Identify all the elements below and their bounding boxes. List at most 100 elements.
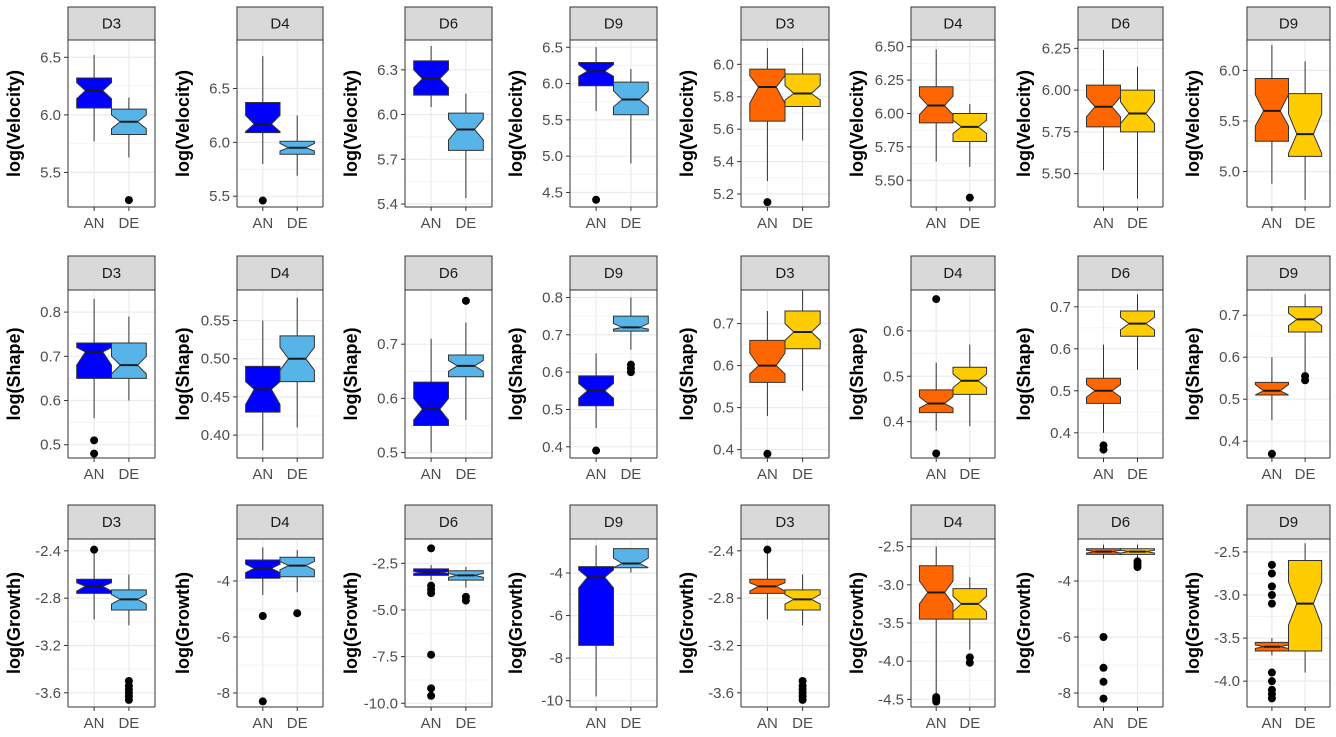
facet-strip-label: D9 [604,265,623,282]
outlier-point [932,697,941,706]
y-axis-title: log(Shape) [677,327,697,420]
box-DE [784,48,821,141]
panel-3-3: D6 -10.0 -7.5 -5.0 -2.5 AN DE log(Growth) [341,504,493,732]
y-tick-label: -4.0 [1214,673,1240,690]
facet-strip [404,504,493,540]
box-DE [111,97,147,205]
box-AN [918,49,954,162]
box-DE [613,297,649,377]
facet-strip [910,6,996,41]
x-tick-label: AN [1261,466,1282,483]
panel-2-7: D6 0.4 0.5 0.6 0.7 AN DE log(Shape) [1014,255,1164,483]
x-tick-label: AN [84,466,105,483]
y-tick-label: 6.0 [542,76,563,93]
outlier-point [293,609,302,618]
y-tick-label: -3.2 [708,637,734,654]
box-AN [578,545,614,697]
panel-1-2: D4 5.5 6.0 6.5 AN DE log(Velocity) [173,6,324,232]
facet-strip-label: D3 [775,265,794,282]
outlier-point [1267,569,1276,578]
box-AN [76,298,112,458]
y-tick-label: 6.0 [40,107,61,124]
outlier-point [258,612,267,620]
panel-3-5: D3 -3.6 -3.2 -2.8 -2.4 AN DE log(Growth) [677,504,830,732]
outlier-point [124,196,133,205]
outlier-point [1267,677,1276,686]
box-DE [448,93,484,199]
box-AN [578,353,614,455]
y-tick-label: 0.50 [201,351,230,368]
notched-box [749,68,786,122]
y-axis-title: log(Velocity) [4,70,24,177]
facet-strip-label: D4 [270,16,289,33]
x-tick-label: DE [118,466,139,483]
x-tick-label: AN [1093,215,1114,232]
outlier-point [932,295,941,304]
y-axis-title: log(Velocity) [1014,70,1034,177]
outlier-point [461,296,470,305]
outlier-point [1099,677,1108,686]
y-axis-title: log(Growth) [4,572,24,674]
outlier-point [258,697,267,706]
x-tick-label: AN [421,715,442,732]
y-tick-label: 5.2 [713,186,734,203]
notched-box [1288,93,1323,157]
panel-3-1: D3 -3.6 -3.2 -2.8 -2.4 AN DE log(Growth) [4,504,156,732]
outlier-point [1099,694,1108,703]
y-tick-label: -2.4 [708,543,734,560]
x-tick-label: AN [84,215,105,232]
box-DE [111,316,147,401]
outlier-point [965,193,974,202]
y-tick-label: -7.5 [372,649,398,666]
outlier-point [124,695,133,704]
facet-strip [1077,255,1164,291]
y-tick-label: 5.4 [713,154,734,171]
y-tick-label: -3.6 [708,685,734,702]
x-tick-label: AN [1261,715,1282,732]
box-DE [279,297,315,428]
facet-strip-label: D6 [1111,265,1130,282]
y-tick-label: 0.7 [40,348,61,365]
facet-strip-label: D3 [102,514,121,531]
facet-strip-label: D9 [604,16,623,33]
outlier-point [763,449,772,458]
panel-1-4: D9 4.5 5.0 5.5 6.0 6.5 AN DE log(Velocity) [506,6,658,232]
y-tick-label: 5.7 [377,151,398,168]
outlier-point [592,446,601,455]
y-tick-label: -2.5 [372,555,398,572]
notched-box [578,62,614,87]
notched-box [784,310,821,350]
y-tick-label: -2.4 [35,543,61,560]
y-axis-title: log(Growth) [847,572,867,674]
facet-strip [569,504,658,540]
panel-2-5: D3 0.4 0.5 0.6 0.7 AN DE log(Shape) [677,255,830,483]
y-tick-label: -8 [550,650,563,667]
y-axis-title: log(Growth) [677,572,697,674]
box-DE [448,567,484,605]
y-tick-label: 6.50 [875,39,904,56]
panel-2-1: D3 0.5 0.6 0.7 0.8 AN DE log(Shape) [4,255,156,483]
y-tick-label: 5.4 [377,196,398,213]
panel-background [570,290,657,458]
box-DE [784,574,821,704]
y-tick-label: 5.50 [1042,166,1071,183]
box-AN [245,56,281,205]
x-tick-label: DE [620,215,641,232]
outlier-point [965,658,974,667]
notched-box [76,342,112,379]
x-tick-label: AN [252,215,273,232]
y-tick-label: -5.0 [372,602,398,619]
y-tick-label: 5.5 [40,164,61,181]
outlier-point [90,545,99,554]
x-tick-label: DE [118,215,139,232]
y-tick-label: 0.5 [40,437,61,454]
y-axis-title: log(Shape) [173,327,193,420]
box-DE [952,344,988,427]
notched-box [1120,89,1155,133]
panel-2-2: D4 0.40 0.45 0.50 0.55 AN DE log(Shape) [173,255,324,483]
y-tick-label: 0.55 [201,313,230,330]
y-tick-label: 0.40 [201,427,230,444]
y-tick-label: 0.6 [377,390,398,407]
facet-strip [404,6,493,41]
outlier-point [1267,599,1276,608]
